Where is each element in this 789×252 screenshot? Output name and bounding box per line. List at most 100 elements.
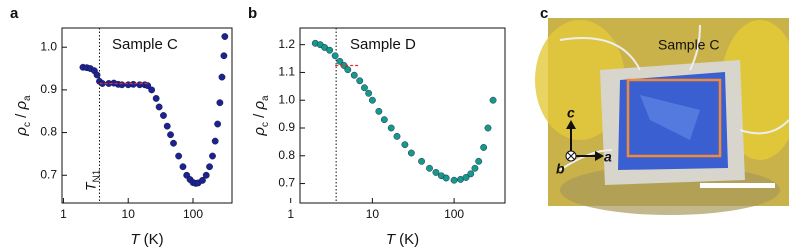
data-point xyxy=(216,99,224,107)
data-point xyxy=(220,52,228,60)
x-axis-label: T (K) xyxy=(386,231,419,248)
data-point xyxy=(361,84,368,92)
scale-bar xyxy=(700,183,775,188)
data-point xyxy=(462,174,470,181)
data-point xyxy=(489,96,497,104)
data-point xyxy=(480,144,488,151)
sample-label: Sample D xyxy=(350,36,416,53)
data-point xyxy=(336,57,344,65)
data-point xyxy=(467,170,475,178)
data-point xyxy=(380,116,388,124)
text-part: a xyxy=(260,95,271,101)
axis-out xyxy=(567,152,575,160)
data-point xyxy=(118,81,126,89)
data-point xyxy=(152,95,160,102)
y-tick-label: 1.0 xyxy=(40,39,57,53)
data-point xyxy=(471,164,479,172)
data-point xyxy=(375,107,383,115)
sample-label: Sample C xyxy=(112,36,178,53)
text-part: ρ xyxy=(13,101,30,111)
data-point xyxy=(344,66,352,74)
x-tick-label: 100 xyxy=(444,207,464,221)
data-point xyxy=(167,131,174,139)
data-point xyxy=(426,164,433,172)
data-point xyxy=(432,169,440,176)
data-point xyxy=(148,86,156,94)
plot-frame xyxy=(61,27,233,204)
x-tick-label: 1 xyxy=(287,207,294,221)
data-point xyxy=(160,112,167,119)
arrow-head xyxy=(595,151,604,161)
arrow-head xyxy=(566,120,576,129)
panel-label: b xyxy=(248,5,257,22)
data-point xyxy=(155,103,163,111)
data-point xyxy=(326,46,334,54)
data-point xyxy=(170,139,177,147)
text-part: T xyxy=(386,231,397,248)
data-point xyxy=(350,71,358,79)
y-tick-label: 1.0 xyxy=(278,92,295,106)
text-part: a xyxy=(22,95,33,101)
data-point xyxy=(218,73,226,81)
y-tick-label: 1.2 xyxy=(278,37,295,51)
data-point xyxy=(163,122,171,130)
annotation: TN1 xyxy=(82,169,102,191)
text-part: T xyxy=(82,181,98,191)
y-tick-label: 0.9 xyxy=(278,120,295,134)
data-point xyxy=(199,176,206,184)
axis-label: c xyxy=(567,105,575,121)
y-tick-label: 0.8 xyxy=(278,148,295,162)
axis-label: a xyxy=(604,149,612,165)
data-point xyxy=(93,71,101,79)
data-point xyxy=(365,89,373,97)
text-part: (K) xyxy=(140,231,164,248)
x-tick-label: 10 xyxy=(122,207,136,221)
x-tick-label: 10 xyxy=(366,207,380,221)
data-point xyxy=(211,137,219,145)
y-axis-label: ρc / ρa xyxy=(13,95,33,137)
text-part: ρ xyxy=(251,101,268,111)
crystal-shine xyxy=(640,95,700,140)
text-part: N1 xyxy=(92,169,103,182)
data-point xyxy=(393,132,401,140)
data-point xyxy=(356,77,364,85)
data-point xyxy=(387,124,395,132)
x-tick-label: 1 xyxy=(60,207,67,221)
data-point xyxy=(214,120,222,128)
plot-frame xyxy=(299,27,506,204)
data-point xyxy=(221,33,229,40)
text-part: T xyxy=(130,231,141,248)
wires xyxy=(559,24,789,171)
y-tick-label: 1.1 xyxy=(278,65,295,79)
x-tick-label: 100 xyxy=(183,207,203,221)
y-tick-label: 0.7 xyxy=(40,167,57,181)
text-part: / xyxy=(251,110,268,123)
text-part: (K) xyxy=(395,231,419,248)
highlight-box xyxy=(626,78,722,158)
text-part: c xyxy=(22,122,33,127)
data-point xyxy=(484,124,492,132)
data-point xyxy=(202,171,210,179)
data-point xyxy=(401,141,409,149)
data-point xyxy=(475,157,483,165)
y-tick-label: 0.9 xyxy=(40,82,57,96)
data-point xyxy=(407,149,415,157)
data-point xyxy=(442,174,450,182)
text-part: ρ xyxy=(251,127,268,137)
panel-label: a xyxy=(10,5,19,22)
text-part: c xyxy=(260,122,271,127)
data-point xyxy=(206,163,213,171)
photo-label: Sample C xyxy=(658,37,719,53)
panel-label: c xyxy=(540,5,548,22)
data-point xyxy=(418,157,425,165)
data-point xyxy=(179,163,187,171)
data-point xyxy=(175,152,183,160)
text-part: ρ xyxy=(13,127,30,137)
axis-label: b xyxy=(556,161,565,177)
data-point xyxy=(450,176,458,184)
y-axis-label: ρc / ρa xyxy=(251,95,271,137)
x-axis-label: T (K) xyxy=(130,231,163,248)
data-point xyxy=(331,52,339,60)
photo: Sample C c b a c xyxy=(535,5,789,215)
